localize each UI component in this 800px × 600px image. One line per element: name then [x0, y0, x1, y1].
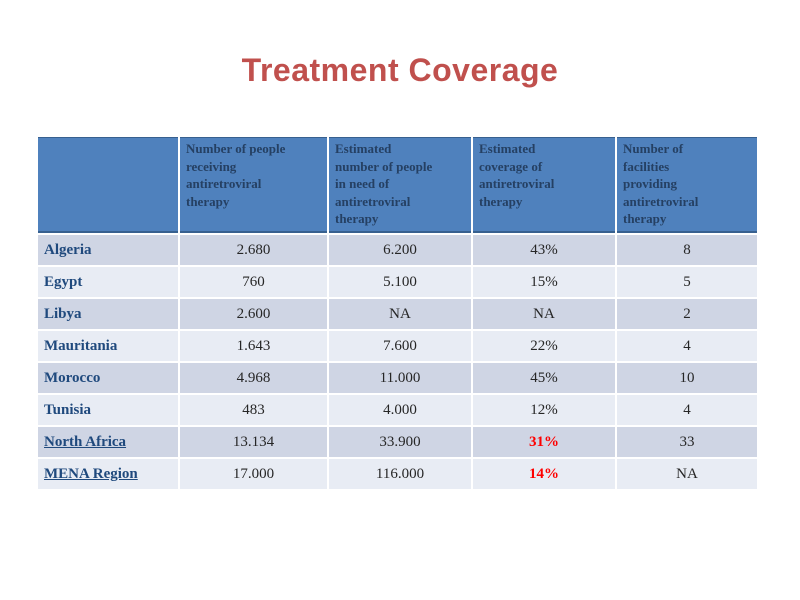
- cell-algeria-in-need: 6.200: [329, 235, 471, 265]
- cell-libya-facilities: 2: [617, 299, 757, 329]
- cell-egypt-facilities: 5: [617, 267, 757, 297]
- row-label-algeria: Algeria: [38, 235, 178, 265]
- cell-algeria-facilities: 8: [617, 235, 757, 265]
- header-row: Number of people receiving antiretrovira…: [38, 137, 757, 233]
- row-label-libya: Libya: [38, 299, 178, 329]
- table-row-egypt: Egypt 760 5.100 15% 5: [38, 267, 757, 297]
- column-header-region: [38, 137, 178, 233]
- row-label-tunisia: Tunisia: [38, 395, 178, 425]
- table-row-north-africa: North Africa 13.134 33.900 31% 33: [38, 427, 757, 457]
- table-row-libya: Libya 2.600 NA NA 2: [38, 299, 757, 329]
- link-mena-region[interactable]: MENA Region: [38, 459, 178, 489]
- treatment-coverage-table: Number of people receiving antiretrovira…: [36, 135, 759, 491]
- cell-tunisia-coverage: 12%: [473, 395, 615, 425]
- cell-mena-receiving: 17.000: [180, 459, 327, 489]
- cell-algeria-coverage: 43%: [473, 235, 615, 265]
- cell-mena-coverage: 14%: [473, 459, 615, 489]
- cell-mauritania-coverage: 22%: [473, 331, 615, 361]
- column-header-facilities: Number of facilities providing antiretro…: [617, 137, 757, 233]
- cell-egypt-receiving: 760: [180, 267, 327, 297]
- cell-tunisia-in-need: 4.000: [329, 395, 471, 425]
- cell-tunisia-facilities: 4: [617, 395, 757, 425]
- cell-morocco-facilities: 10: [617, 363, 757, 393]
- cell-libya-receiving: 2.600: [180, 299, 327, 329]
- table-row-algeria: Algeria 2.680 6.200 43% 8: [38, 235, 757, 265]
- cell-north-africa-receiving: 13.134: [180, 427, 327, 457]
- row-label-mauritania: Mauritania: [38, 331, 178, 361]
- cell-mena-in-need: 116.000: [329, 459, 471, 489]
- row-label-morocco: Morocco: [38, 363, 178, 393]
- row-label-egypt: Egypt: [38, 267, 178, 297]
- table-row-tunisia: Tunisia 483 4.000 12% 4: [38, 395, 757, 425]
- table-row-mauritania: Mauritania 1.643 7.600 22% 4: [38, 331, 757, 361]
- cell-north-africa-facilities: 33: [617, 427, 757, 457]
- cell-libya-coverage: NA: [473, 299, 615, 329]
- cell-libya-in-need: NA: [329, 299, 471, 329]
- cell-egypt-coverage: 15%: [473, 267, 615, 297]
- cell-morocco-receiving: 4.968: [180, 363, 327, 393]
- cell-north-africa-coverage: 31%: [473, 427, 615, 457]
- column-header-in-need: Estimated number of people in need of an…: [329, 137, 471, 233]
- cell-mena-facilities: NA: [617, 459, 757, 489]
- cell-mauritania-receiving: 1.643: [180, 331, 327, 361]
- column-header-receiving: Number of people receiving antiretrovira…: [180, 137, 327, 233]
- slide-title: Treatment Coverage: [241, 52, 559, 88]
- cell-north-africa-in-need: 33.900: [329, 427, 471, 457]
- cell-morocco-in-need: 11.000: [329, 363, 471, 393]
- cell-mauritania-in-need: 7.600: [329, 331, 471, 361]
- table-row-morocco: Morocco 4.968 11.000 45% 10: [38, 363, 757, 393]
- link-north-africa[interactable]: North Africa: [38, 427, 178, 457]
- table-row-mena-region: MENA Region 17.000 116.000 14% NA: [38, 459, 757, 489]
- cell-egypt-in-need: 5.100: [329, 267, 471, 297]
- cell-algeria-receiving: 2.680: [180, 235, 327, 265]
- cell-morocco-coverage: 45%: [473, 363, 615, 393]
- cell-mauritania-facilities: 4: [617, 331, 757, 361]
- column-header-coverage: Estimated coverage of antiretroviral the…: [473, 137, 615, 233]
- cell-tunisia-receiving: 483: [180, 395, 327, 425]
